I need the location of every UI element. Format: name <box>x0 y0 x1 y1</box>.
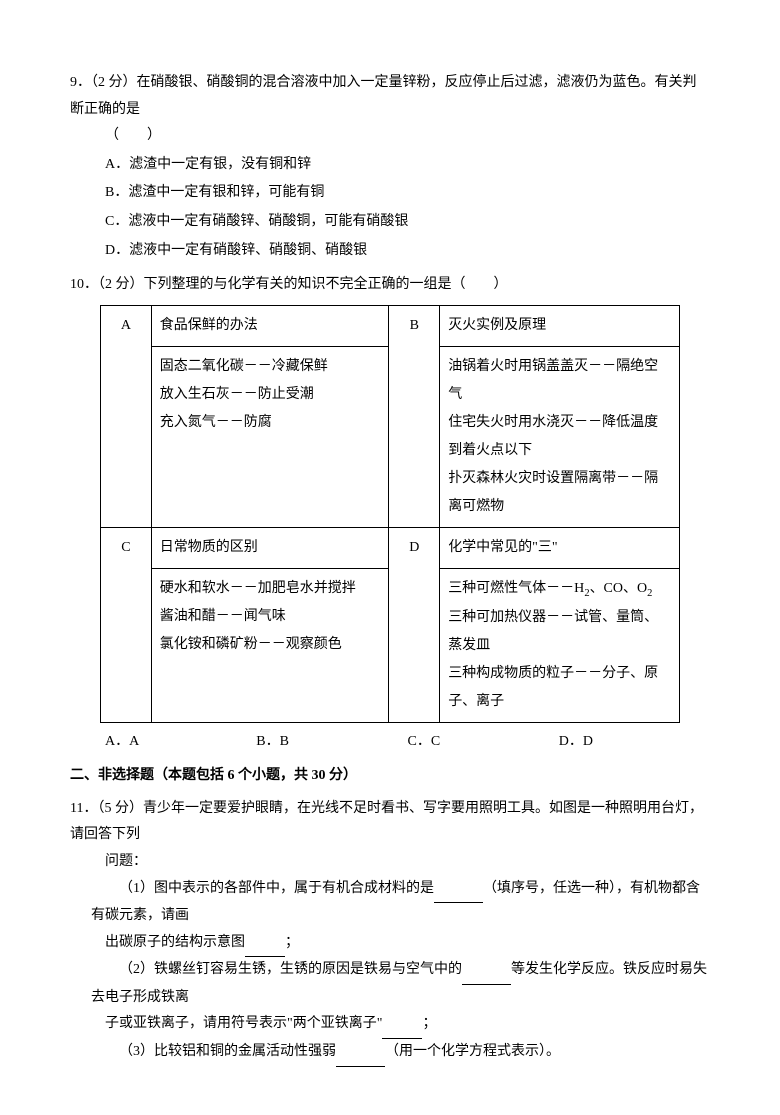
q11-points: （5 分） <box>97 801 143 816</box>
q9-stem2: （ ） <box>105 128 161 143</box>
q11-stem-line2: 问题： <box>70 849 710 876</box>
cell-C-title: 日常物质的区别 <box>151 527 389 568</box>
blank-field[interactable] <box>434 876 483 904</box>
q9-stem-line2: （ ） <box>70 123 710 150</box>
q10-choice-A: A．A <box>105 729 256 756</box>
cell-B-body: 油锅着火时用锅盖盖灭－－隔绝空气住宅失火时用水浇灭－－降低温度到着火点以下扑灭森… <box>440 346 680 527</box>
cell-C-body: 硬水和软水－－加肥皂水并搅拌酱油和醋－－闻气味氯化铵和磷矿粉－－观察颜色 <box>151 568 389 722</box>
q10-choice-B: B．B <box>256 729 407 756</box>
question-10: 10．（2 分）下列整理的与化学有关的知识不完全正确的一组是（ ） A 食品保鲜… <box>70 272 710 755</box>
cell-C-label: C <box>101 527 152 722</box>
q10-table: A 食品保鲜的办法 B 灭火实例及原理 固态二氧化碳－－冷藏保鲜放入生石灰－－防… <box>100 305 680 723</box>
table-row: C 日常物质的区别 D 化学中常见的"三" <box>101 527 680 568</box>
q10-choices: A．A B．B C．C D．D <box>70 729 710 756</box>
q11-part2-line1: （2）铁螺丝钉容易生锈，生锈的原因是铁易与空气中的 等发生化学反应。铁反应时易失… <box>70 957 710 1011</box>
q11-number: 11． <box>70 801 97 816</box>
q11-p1a: （1）图中表示的各部件中，属于有机合成材料的是 <box>119 881 434 896</box>
q10-choice-D: D．D <box>559 729 710 756</box>
cell-A-label: A <box>101 305 152 527</box>
q11-p3a: （3）比较铝和铜的金属活动性强弱 <box>119 1044 336 1059</box>
q9-number: 9． <box>70 75 91 90</box>
q9-options: A．滤渣中一定有银，没有铜和锌 B．滤渣中一定有银和锌，可能有铜 C．滤液中一定… <box>70 152 710 264</box>
q9-stem-line1: 9．（2 分）在硝酸银、硝酸铜的混合溶液中加入一定量锌粉，反应停止后过滤，滤液仍… <box>70 70 710 123</box>
blank-field[interactable] <box>245 930 285 958</box>
q10-number: 10． <box>70 277 98 292</box>
q9-option-D: D．滤液中一定有硝酸锌、硝酸铜、硝酸银 <box>105 238 710 265</box>
question-11: 11．（5 分）青少年一定要爱护眼睛，在光线不足时看书、写字要用照明工具。如图是… <box>70 796 710 1067</box>
cell-D-title: 化学中常见的"三" <box>440 527 680 568</box>
table-row: A 食品保鲜的办法 B 灭火实例及原理 <box>101 305 680 346</box>
blank-field[interactable] <box>336 1039 385 1067</box>
exam-page: 9．（2 分）在硝酸银、硝酸铜的混合溶液中加入一定量锌粉，反应停止后过滤，滤液仍… <box>0 0 780 1115</box>
q9-stem1: 在硝酸银、硝酸铜的混合溶液中加入一定量锌粉，反应停止后过滤，滤液仍为蓝色。有关判… <box>70 75 697 117</box>
blank-field[interactable] <box>382 1011 422 1039</box>
q11-part1-line2: 出碳原子的结构示意图 ； <box>70 930 710 958</box>
q9-option-C: C．滤液中一定有硝酸锌、硝酸铜，可能有硝酸银 <box>105 209 710 236</box>
cell-D-label: D <box>389 527 440 722</box>
cell-A-title: 食品保鲜的办法 <box>151 305 389 346</box>
q9-points: （2 分） <box>91 75 137 90</box>
q10-choice-C: C．C <box>408 729 559 756</box>
q11-p2a: （2）铁螺丝钉容易生锈，生锈的原因是铁易与空气中的 <box>119 962 462 977</box>
q11-stem2: 问题： <box>105 854 147 869</box>
cell-B-title: 灭火实例及原理 <box>440 305 680 346</box>
q11-p2d: ； <box>422 1016 436 1031</box>
q11-stem-line1: 11．（5 分）青少年一定要爱护眼睛，在光线不足时看书、写字要用照明工具。如图是… <box>70 796 710 849</box>
q11-part2-line2: 子或亚铁离子，请用符号表示"两个亚铁离子" ； <box>70 1011 710 1039</box>
q9-option-A: A．滤渣中一定有银，没有铜和锌 <box>105 152 710 179</box>
q11-p2c: 子或亚铁离子，请用符号表示"两个亚铁离子" <box>105 1016 382 1031</box>
question-9: 9．（2 分）在硝酸银、硝酸铜的混合溶液中加入一定量锌粉，反应停止后过滤，滤液仍… <box>70 70 710 264</box>
q10-stemtext: 下列整理的与化学有关的知识不完全正确的一组是（ ） <box>144 277 508 292</box>
q9-option-B: B．滤渣中一定有银和锌，可能有铜 <box>105 180 710 207</box>
q11-stem1: 青少年一定要爱护眼睛，在光线不足时看书、写字要用照明工具。如图是一种照明用台灯，… <box>70 801 703 843</box>
q11-p1c: 出碳原子的结构示意图 <box>105 935 245 950</box>
cell-B-label: B <box>389 305 440 527</box>
q11-part3: （3）比较铝和铜的金属活动性强弱 （用一个化学方程式表示）。 <box>70 1039 710 1067</box>
q10-points: （2 分） <box>98 277 144 292</box>
section-2-header: 二、非选择题（本题包括 6 个小题，共 30 分） <box>70 763 710 790</box>
cell-A-body: 固态二氧化碳－－冷藏保鲜放入生石灰－－防止受潮充入氮气－－防腐 <box>151 346 389 527</box>
q11-p1d: ； <box>285 935 299 950</box>
q10-stem: 10．（2 分）下列整理的与化学有关的知识不完全正确的一组是（ ） <box>70 272 710 299</box>
q11-part1-line1: （1）图中表示的各部件中，属于有机合成材料的是 （填序号，任选一种），有机物都含… <box>70 876 710 930</box>
q11-p3b: （用一个化学方程式表示）。 <box>385 1044 560 1059</box>
blank-field[interactable] <box>462 957 511 985</box>
cell-D-body: 三种可燃性气体－－H2、CO、O2三种可加热仪器－－试管、量筒、蒸发皿三种构成物… <box>440 568 680 722</box>
